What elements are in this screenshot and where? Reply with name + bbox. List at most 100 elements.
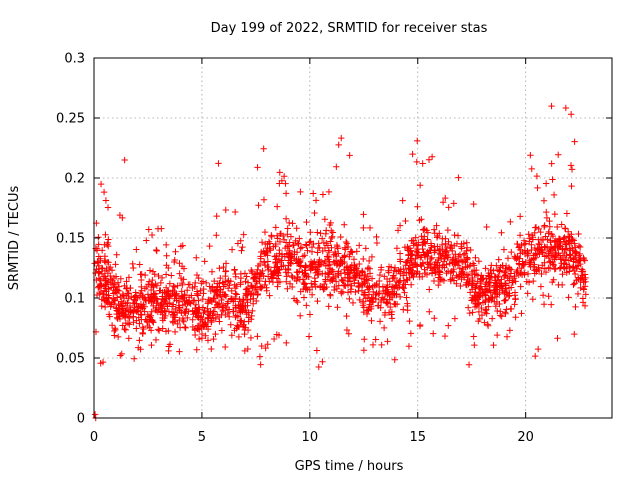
data-point	[505, 284, 513, 292]
data-point	[426, 308, 433, 315]
data-point	[397, 277, 404, 284]
data-point	[161, 307, 168, 314]
data-point	[447, 277, 455, 285]
data-point	[525, 231, 532, 238]
data-point	[306, 311, 314, 318]
data-point	[355, 279, 362, 287]
data-point	[169, 318, 176, 325]
data-point	[184, 314, 191, 322]
data-point	[100, 188, 108, 196]
data-point	[376, 289, 383, 297]
data-point	[176, 324, 184, 331]
data-point	[284, 285, 291, 292]
data-point	[384, 338, 391, 345]
data-point	[396, 268, 404, 275]
data-point	[360, 224, 367, 232]
data-point	[114, 279, 122, 286]
data-point	[302, 272, 310, 280]
data-point	[445, 322, 452, 329]
data-point	[247, 334, 255, 342]
data-point	[333, 241, 341, 249]
data-point	[343, 312, 350, 320]
data-point	[548, 301, 555, 308]
data-point	[557, 243, 564, 250]
data-point	[431, 246, 439, 254]
data-point	[354, 267, 362, 275]
data-point	[380, 324, 388, 332]
data-point	[505, 264, 513, 271]
data-point	[125, 274, 133, 281]
data-point	[293, 277, 300, 285]
data-point	[368, 275, 376, 282]
data-point	[557, 264, 564, 271]
data-point	[145, 278, 153, 285]
data-point	[450, 277, 458, 284]
data-point	[430, 265, 438, 273]
x-tick-label: 5	[198, 430, 206, 445]
data-point	[153, 296, 161, 303]
data-point	[539, 292, 547, 299]
data-point	[249, 284, 256, 291]
data-point	[301, 271, 308, 279]
data-point	[437, 275, 444, 283]
data-point	[306, 262, 314, 269]
data-point	[224, 300, 231, 307]
data-point	[288, 272, 295, 280]
data-point	[453, 240, 461, 248]
data-point	[102, 197, 110, 204]
data-point	[456, 273, 463, 280]
data-point	[137, 290, 144, 297]
data-point	[455, 252, 462, 260]
data-point	[280, 173, 288, 180]
data-point	[307, 238, 314, 245]
data-point	[519, 248, 526, 256]
data-point	[142, 297, 150, 305]
data-point	[111, 327, 118, 335]
data-point	[518, 265, 525, 272]
data-point	[105, 285, 112, 292]
data-point	[244, 302, 251, 309]
data-point	[437, 251, 444, 258]
data-point	[207, 297, 215, 304]
data-point	[158, 225, 165, 232]
data-point	[493, 331, 501, 339]
data-point	[211, 277, 218, 285]
data-point	[159, 293, 166, 300]
data-point	[295, 240, 302, 248]
data-point	[157, 301, 164, 309]
data-point	[563, 245, 570, 252]
data-point	[570, 255, 578, 262]
data-point	[307, 267, 314, 274]
data-point	[582, 291, 590, 298]
data-point	[537, 247, 545, 254]
data-point	[230, 296, 238, 303]
data-point	[571, 330, 578, 338]
data-point	[390, 290, 398, 297]
data-point	[482, 281, 489, 288]
data-point	[430, 330, 437, 337]
data-point	[380, 296, 388, 303]
data-point	[299, 285, 307, 293]
data-point	[95, 283, 103, 290]
data-point	[232, 304, 240, 311]
data-point	[264, 273, 272, 280]
data-point	[366, 284, 373, 292]
data-point	[93, 291, 101, 299]
data-point	[234, 240, 242, 247]
data-point	[572, 244, 579, 251]
data-point	[314, 297, 321, 305]
data-point	[521, 240, 528, 248]
data-point	[376, 271, 384, 279]
data-point	[555, 281, 562, 289]
data-point	[243, 296, 251, 304]
data-point	[207, 309, 214, 317]
data-point	[463, 244, 471, 251]
data-point	[175, 298, 183, 306]
data-point	[301, 280, 309, 287]
data-point	[483, 223, 490, 231]
data-point	[315, 240, 322, 247]
data-point	[525, 279, 533, 286]
data-point	[320, 286, 327, 293]
data-point	[571, 240, 578, 247]
data-point	[182, 324, 189, 332]
